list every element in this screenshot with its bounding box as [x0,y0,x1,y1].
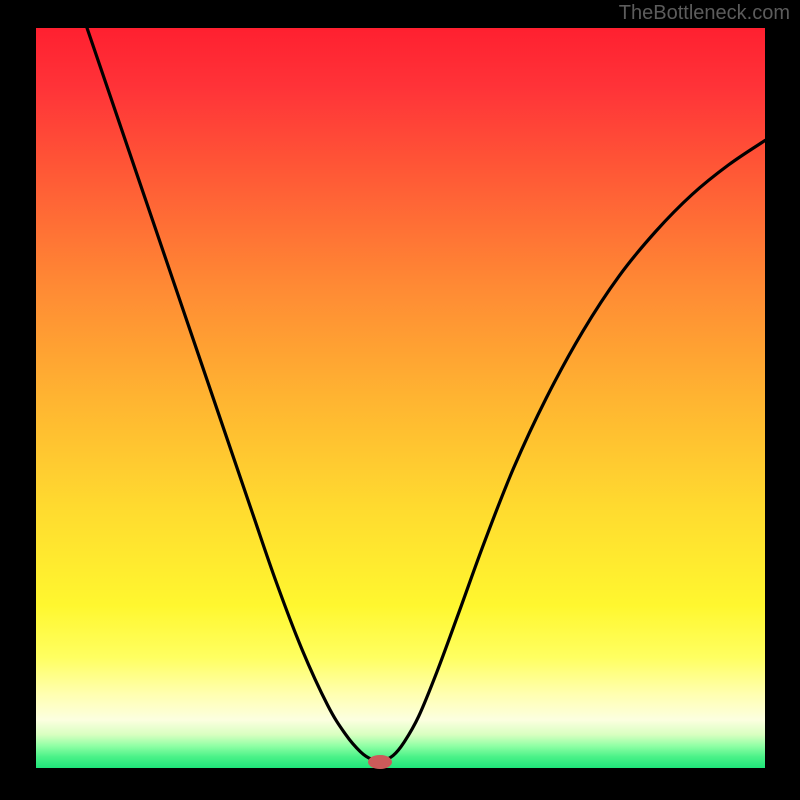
plot-area [36,28,765,768]
bottleneck-curve [36,28,765,768]
watermark-text: TheBottleneck.com [619,2,790,25]
chart-container: TheBottleneck.com [0,0,800,800]
